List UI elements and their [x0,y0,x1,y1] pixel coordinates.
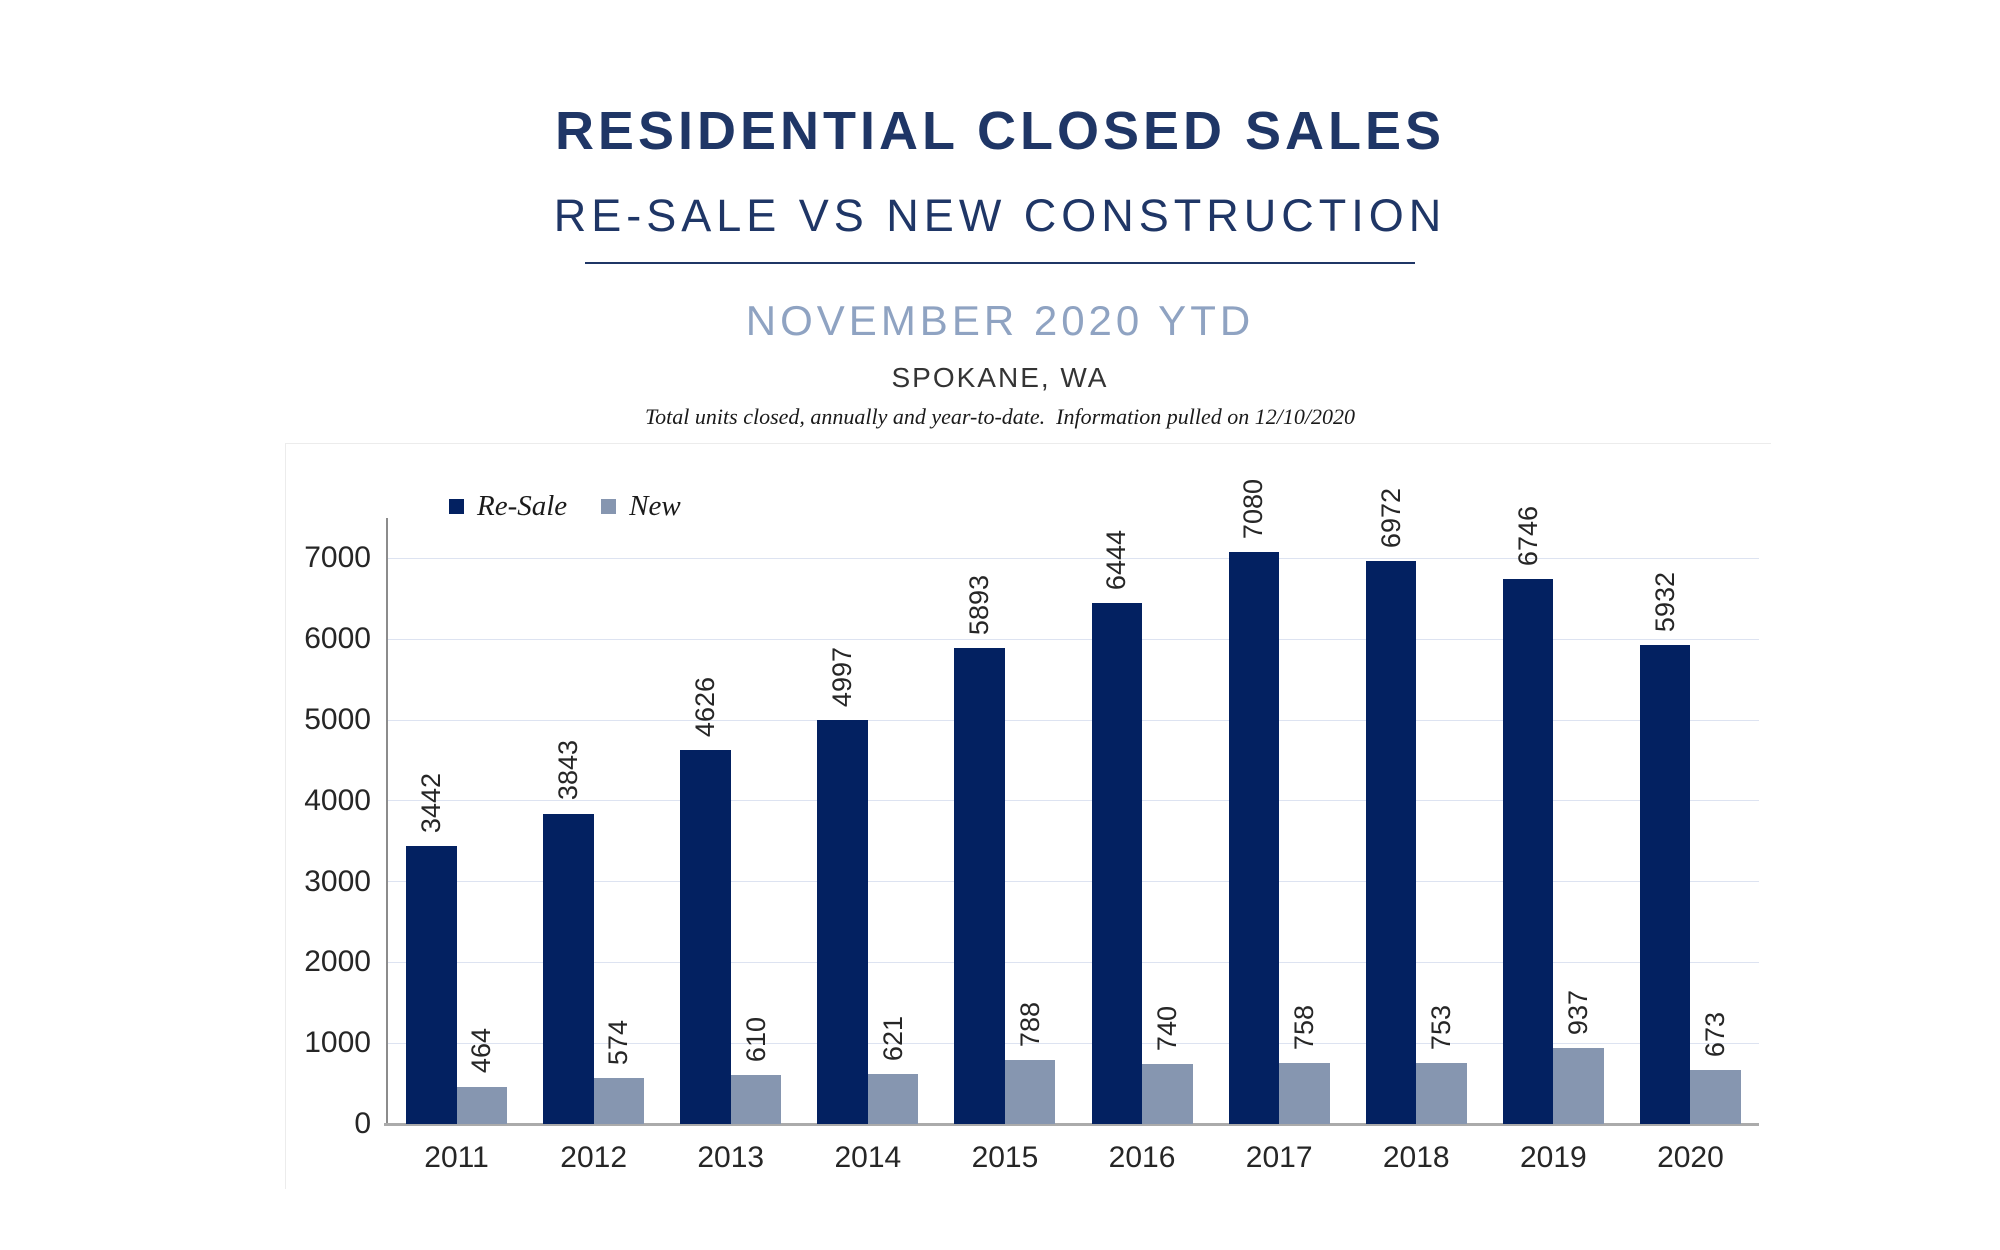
gridline-5000 [388,719,1759,721]
title-divider [585,262,1415,264]
x-tick-label-2012: 2012 [560,1141,628,1174]
page-title: RESIDENTIAL CLOSED SALES [554,101,1446,161]
bar-value-label-new-2011: 464 [466,1028,497,1074]
y-axis-line [386,518,388,1124]
bar-label-wrap: 621 [868,761,919,1061]
bar-new-2015 [1004,1060,1056,1124]
plot-area: 3442 464 3843 574 4626 610 4997 621 5893 788 6444 7… [384,479,1759,1126]
bar-resale-2020 [1639,644,1691,1124]
gridline-1000 [388,1042,1759,1044]
bar-value-label-new-2014: 621 [877,1015,908,1061]
bar-resale-2017 [1228,551,1280,1124]
bar-value-label-resale-2017: 7080 [1238,478,1269,539]
page-subtitle: RE-SALE VS NEW CONSTRUCTION [553,190,1447,241]
legend-item-resale: Re-Sale [449,489,568,522]
bar-resale-2011 [406,845,457,1124]
bar-resale-2014 [817,720,868,1124]
gridline-7000 [388,557,1759,559]
x-tick-label-2020: 2020 [1657,1141,1724,1174]
bar-value-label-resale-2015: 5893 [964,574,995,635]
bar-label-wrap: 6972 [1366,248,1417,548]
x-tick-label-2013: 2013 [697,1141,765,1174]
bar-label-wrap: 4626 [680,437,731,737]
bar-new-2019 [1553,1048,1604,1124]
bar-resale-2018 [1365,560,1417,1124]
bar-new-2013 [730,1074,782,1124]
y-tick-label-1000: 1000 [304,1026,371,1060]
bar-value-label-resale-2011: 3442 [415,772,446,833]
legend-item-new: New [601,489,681,522]
x-axis-labels: 2011 2012 2013 2014 2015 2016 2017 2018 2019 2020 [388,1140,1759,1180]
bar-label-wrap: 758 [1279,750,1330,1050]
bar-value-label-resale-2013: 4626 [690,677,720,738]
bar-resale-2019 [1502,578,1554,1124]
x-tick-label-2018: 2018 [1382,1141,1450,1174]
x-axis-line [384,1123,1759,1126]
bar-new-2011 [456,1086,508,1124]
x-tick-label-2015: 2015 [971,1141,1039,1174]
bar-label-wrap: 673 [1690,757,1741,1057]
bar-new-2014 [867,1073,919,1124]
bar-resale-2012 [543,813,594,1124]
x-tick-label-2017: 2017 [1245,1141,1313,1174]
chart-legend: Re-Sale New [449,489,681,522]
bar-value-label-resale-2020: 5932 [1649,571,1680,632]
y-tick-label-2000: 2000 [304,945,371,979]
bar-label-wrap: 3843 [543,501,594,801]
y-axis-labels: 0 1000 2000 3000 4000 5000 6000 7000 [286,518,371,1139]
bar-label-wrap: 937 [1553,735,1604,1035]
bar-resale-2013 [680,750,731,1124]
bar-value-label-new-2020: 673 [1700,1011,1731,1057]
bar-value-label-resale-2014: 4997 [827,647,858,708]
chart-container: Re-Sale New 0 1000 2000 3000 4000 5000 6000 700… [285,443,1771,1189]
bar-label-wrap: 574 [594,765,645,1065]
legend-label-new: New [629,489,681,522]
period-label: NOVEMBER 2020 YTD [745,297,1255,344]
bar-resale-2015 [954,647,1005,1124]
y-tick-label-3000: 3000 [304,864,371,898]
bar-new-2018 [1416,1063,1467,1124]
bar-label-wrap: 3442 [406,533,457,833]
source-note: Total units closed, annually and year-to… [644,404,1356,429]
bar-value-label-resale-2012: 3843 [552,740,583,801]
bar-value-label-new-2016: 740 [1151,1006,1182,1052]
y-tick-label-4000: 4000 [304,783,371,817]
bar-new-2017 [1279,1062,1330,1124]
location-label: SPOKANE, WA [891,362,1109,393]
bar-label-wrap: 788 [1005,747,1056,1047]
gridline-2000 [388,961,1759,963]
bar-new-2020 [1690,1069,1741,1124]
bar-new-2012 [593,1077,645,1124]
gridline-6000 [388,638,1759,640]
bar-new-2016 [1142,1064,1193,1124]
legend-label-resale: Re-Sale [477,489,568,522]
bar-value-label-new-2019: 937 [1563,990,1594,1036]
bar-value-label-resale-2018: 6972 [1375,487,1406,548]
x-tick-label-2011: 2011 [424,1141,489,1174]
x-tick-label-2016: 2016 [1108,1141,1176,1174]
gridline-3000 [388,881,1759,883]
bar-value-label-resale-2016: 6444 [1101,530,1132,591]
bar-resale-2016 [1091,603,1143,1124]
x-tick-label-2019: 2019 [1519,1141,1587,1174]
legend-swatch-new [601,498,617,514]
bar-label-wrap: 740 [1142,751,1193,1051]
bar-label-wrap: 753 [1416,750,1467,1050]
y-tick-label-5000: 5000 [304,703,371,736]
y-tick-label-6000: 6000 [304,622,371,656]
y-tick-label-0: 0 [354,1107,371,1140]
legend-swatch-resale [449,498,464,514]
bar-label-wrap: 464 [457,774,508,1074]
gridline-4000 [388,800,1759,802]
y-tick-label-7000: 7000 [304,541,371,575]
x-tick-label-2014: 2014 [834,1141,902,1174]
bar-value-label-new-2013: 610 [740,1016,771,1062]
bar-value-label-new-2015: 788 [1014,1002,1045,1048]
bar-label-wrap: 610 [731,762,782,1062]
